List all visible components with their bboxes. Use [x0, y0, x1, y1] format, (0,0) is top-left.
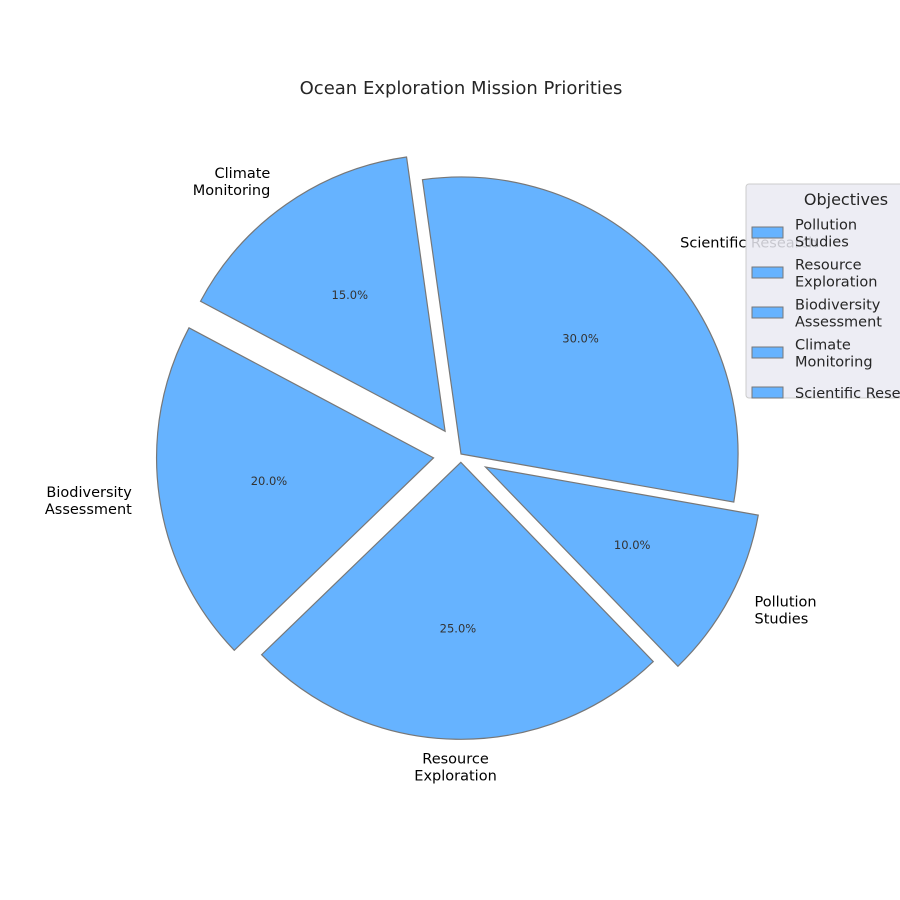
legend-swatch — [751, 266, 784, 279]
slice-percentage-label: 25.0% — [440, 621, 477, 635]
legend: Objectives Pollution Studies Resource Explo… — [745, 183, 900, 402]
pie-slice — [260, 461, 655, 740]
legend-swatch — [751, 226, 784, 239]
legend-entry-label: Pollution Studies — [795, 218, 857, 251]
chart-title: Ocean Exploration Mission Priorities — [300, 78, 623, 99]
slice-percentage-label: 30.0% — [562, 332, 599, 346]
legend-entry-label: Climate Monitoring — [795, 338, 873, 371]
legend-swatch — [751, 346, 784, 359]
percentage-labels: 30.0% 15.0% 20.0% 25.0% 10.0% — [251, 288, 651, 635]
pie-slices — [155, 156, 759, 740]
legend-entry-label: Biodiversity Assessment — [795, 298, 882, 331]
pie-slice — [155, 326, 435, 652]
legend-swatch — [751, 386, 784, 399]
pie-slice — [199, 156, 446, 433]
slice-category-label: Pollution Studies — [754, 595, 816, 628]
slice-percentage-label: 10.0% — [614, 538, 651, 552]
pie-slice — [421, 176, 739, 503]
legend-entries: Pollution Studies Resource Exploration Biodi… — [751, 218, 900, 402]
legend-entry-label: Resource Exploration — [795, 258, 877, 291]
pie-slice — [483, 466, 759, 668]
slice-percentage-label: 15.0% — [332, 288, 369, 302]
slice-category-label: Climate Monitoring — [193, 166, 271, 199]
slice-category-label: Resource Exploration — [414, 751, 496, 784]
legend-title: Objectives — [804, 190, 888, 209]
legend-box — [745, 183, 900, 399]
legend-entry-label: Scientific Research — [795, 386, 900, 402]
slice-category-label: Biodiversity Assessment — [45, 485, 132, 518]
slice-percentage-label: 20.0% — [251, 474, 288, 488]
legend-swatch — [751, 306, 784, 319]
